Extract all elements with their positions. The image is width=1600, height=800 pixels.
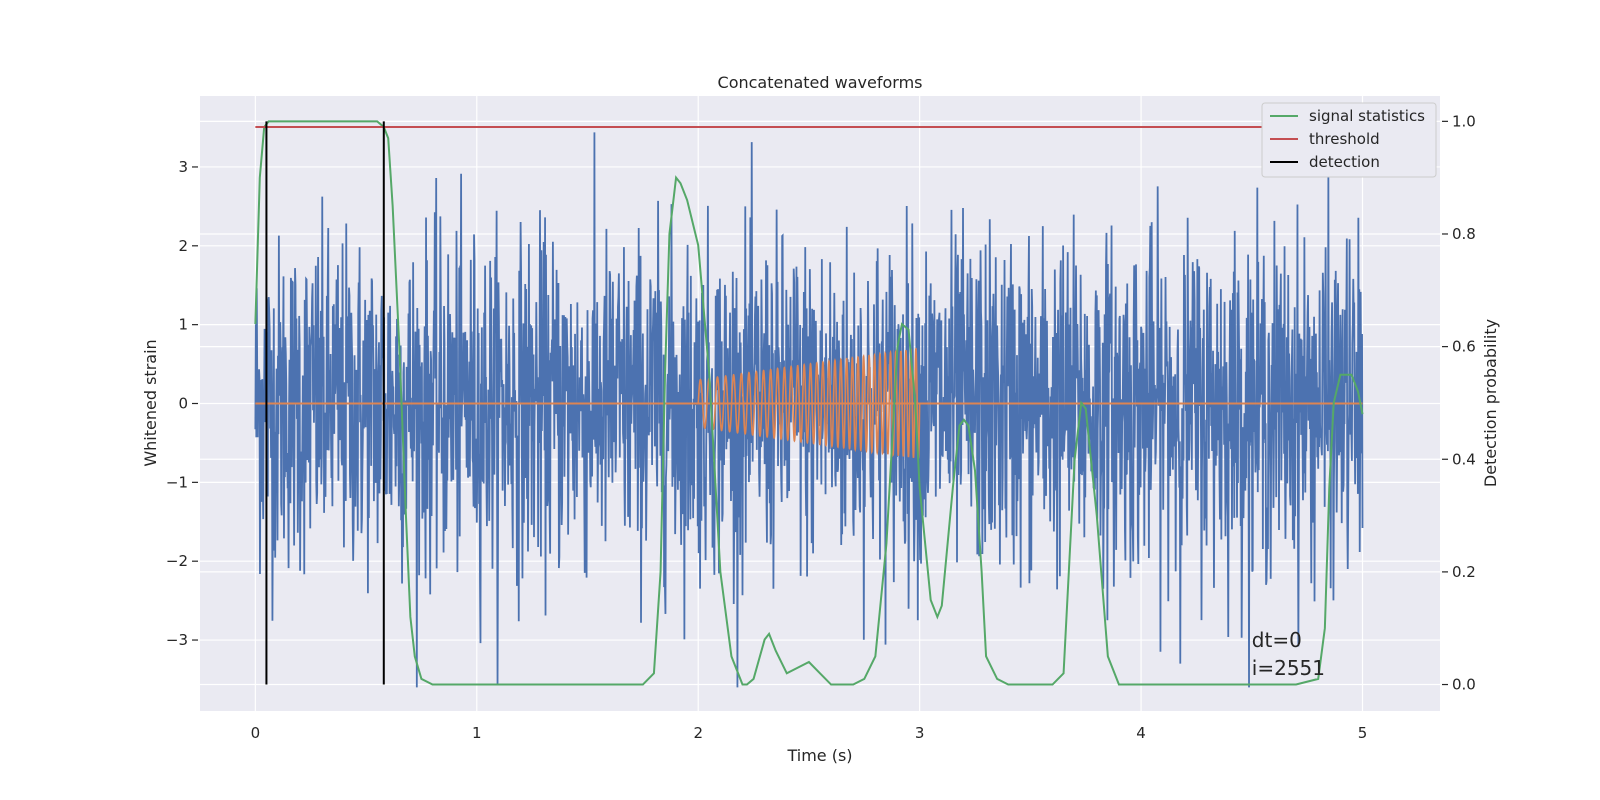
y-axis-label: Whitened strain — [141, 339, 160, 466]
detection-lines — [265, 121, 385, 685]
y-tick-label: −2 — [166, 552, 188, 570]
y2-axis-label: Detection probability — [1481, 319, 1500, 487]
x-tick-label: 4 — [1136, 724, 1146, 742]
annotation: dt=0 i=2551 — [1252, 628, 1325, 680]
y-axis-ticks: 3 2 1 0 −1 −2 −3 — [166, 158, 198, 649]
y-tick-label: 0 — [178, 395, 188, 413]
y2-tick-label: 0.8 — [1452, 225, 1476, 243]
y2-tick-label: 1.0 — [1452, 112, 1476, 130]
x-tick-label: 2 — [693, 724, 703, 742]
legend-label-detection: detection — [1309, 153, 1380, 171]
chirp-signal — [697, 347, 921, 459]
signal-statistics-line — [254, 120, 1364, 686]
y2-tick-label: 0.0 — [1452, 676, 1476, 694]
chart-title: Concatenated waveforms — [718, 73, 923, 92]
y-tick-label: 3 — [178, 158, 188, 176]
y-tick-label: −3 — [166, 631, 188, 649]
y-tick-label: −1 — [166, 473, 188, 491]
x-tick-label: 3 — [915, 724, 925, 742]
y2-tick-label: 0.6 — [1452, 338, 1476, 356]
legend: signal statistics threshold detection — [1261, 102, 1437, 178]
y-tick-label: 2 — [178, 237, 188, 255]
legend-box — [1261, 102, 1437, 178]
legend-label-statistics: signal statistics — [1309, 107, 1425, 125]
x-tick-label: 0 — [251, 724, 261, 742]
y2-axis-ticks: 1.0 0.8 0.6 0.4 0.2 0.0 — [1442, 112, 1476, 694]
x-tick-label: 1 — [472, 724, 482, 742]
y-tick-label: 1 — [178, 316, 188, 334]
annotation-dt: dt=0 — [1252, 628, 1302, 652]
annotation-index: i=2551 — [1252, 656, 1325, 680]
x-axis-ticks: 0 1 2 3 4 5 — [251, 724, 1368, 742]
x-axis-label: Time (s) — [786, 746, 852, 765]
x-tick-label: 5 — [1358, 724, 1368, 742]
y2-tick-label: 0.2 — [1452, 563, 1476, 581]
legend-label-threshold: threshold — [1309, 130, 1380, 148]
y2-tick-label: 0.4 — [1452, 450, 1476, 468]
noise-series — [254, 132, 1364, 688]
